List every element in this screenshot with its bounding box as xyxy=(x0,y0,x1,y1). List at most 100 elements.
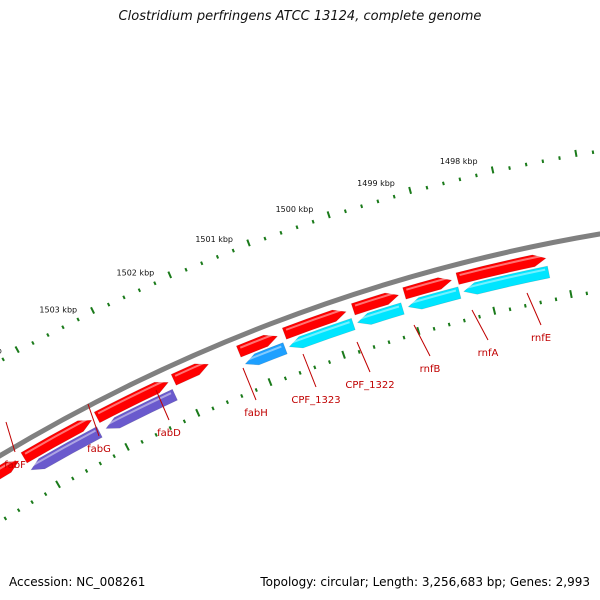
map-title: Clostridium perfringens ATCC 13124, comp… xyxy=(118,9,482,24)
inner-minor-tick xyxy=(3,516,8,521)
ruler-minor-tick xyxy=(392,194,396,199)
gene-label-text: fabD xyxy=(157,428,181,439)
inner-minor-tick xyxy=(112,454,116,459)
reverse-gene-arrow-6-highlight xyxy=(359,305,400,320)
ruler-minor-tick xyxy=(184,267,188,272)
inner-minor-tick xyxy=(462,318,466,323)
ruler-minor-tick xyxy=(524,162,528,167)
ruler-minor-tick xyxy=(46,333,50,338)
ruler-minor-tick xyxy=(458,177,462,182)
inner-minor-tick xyxy=(84,468,89,473)
forward-gene-arrow-8 xyxy=(402,277,453,300)
forward-gene-arrow-4 xyxy=(170,361,210,386)
ruler-label: 1503 kbp xyxy=(39,305,77,314)
reverse-strand-genes xyxy=(30,265,551,471)
ruler-minor-tick xyxy=(215,254,220,259)
inner-minor-tick xyxy=(298,370,302,375)
ruler-major-tick xyxy=(408,186,412,195)
inner-minor-tick xyxy=(357,349,361,354)
ruler-label: 1504 kbp xyxy=(0,346,2,355)
forward-gene-arrow-2-highlight xyxy=(24,418,89,455)
ruler-minor-tick xyxy=(31,340,35,346)
forward-gene-arrow-4-body xyxy=(170,363,210,386)
inner-minor-tick xyxy=(168,426,172,431)
forward-gene-arrow-7 xyxy=(350,292,400,316)
ruler-major-tick xyxy=(167,271,173,279)
ruler-minor-tick xyxy=(295,225,299,230)
gene-label-leader xyxy=(87,403,100,437)
reverse-gene-arrow-2-body xyxy=(30,426,103,471)
reverse-gene-arrow-7-highlight xyxy=(409,289,457,305)
topology-text: Topology: circular; Length: 3,256,683 bp… xyxy=(260,575,590,589)
inner-minor-tick xyxy=(182,419,187,424)
gene-label-leader xyxy=(242,367,257,401)
ruler-minor-tick xyxy=(61,325,65,330)
ruler-label: 1500 kbp xyxy=(276,205,314,214)
reverse-gene-arrow-8-highlight xyxy=(465,268,546,289)
ruler-major-tick xyxy=(246,239,251,247)
forward-gene-arrow-3 xyxy=(93,379,169,424)
gene-label-leader xyxy=(155,389,170,421)
inner-minor-tick xyxy=(432,326,436,331)
forward-strand-genes xyxy=(0,254,547,480)
ruler-minor-tick xyxy=(475,173,478,178)
reverse-gene-arrow-6 xyxy=(356,302,405,325)
inner-ruler-ticks xyxy=(3,289,589,521)
ruler-label: 1501 kbp xyxy=(195,235,233,244)
inner-major-tick xyxy=(195,408,201,417)
reverse-gene-arrow-8 xyxy=(463,265,551,295)
reverse-gene-arrow-7 xyxy=(407,286,462,310)
gene-label-CPF_1322: CPF_1322 xyxy=(345,341,395,391)
ruler-ticks xyxy=(1,149,595,362)
forward-gene-arrow-6-highlight xyxy=(285,308,343,331)
ruler-minor-tick xyxy=(137,288,142,293)
inner-major-tick xyxy=(341,350,346,359)
forward-gene-arrow-5-body xyxy=(235,334,279,358)
gene-label-text: fabG xyxy=(87,444,111,455)
gene-label-text: rnfA xyxy=(478,348,499,359)
reverse-gene-arrow-8-body xyxy=(463,265,551,295)
ruler-minor-tick xyxy=(263,236,267,241)
inner-minor-tick xyxy=(508,307,512,312)
gene-label-leader xyxy=(526,292,542,326)
ruler-major-tick xyxy=(90,306,96,314)
reverse-gene-arrow-4-highlight xyxy=(246,345,282,362)
gene-label-text: rnfB xyxy=(420,364,441,375)
gene-label-fabG: fabG xyxy=(87,403,111,455)
forward-gene-arrow-5-highlight xyxy=(239,333,274,349)
inner-major-tick xyxy=(124,442,130,451)
inner-minor-tick xyxy=(523,303,527,308)
inner-minor-tick xyxy=(585,291,589,296)
forward-gene-arrow-6-body xyxy=(281,309,347,340)
reverse-gene-arrow-6-body xyxy=(356,302,405,325)
inner-major-tick xyxy=(416,326,421,336)
ruler-minor-tick xyxy=(442,181,445,186)
forward-gene-arrow-6 xyxy=(281,308,347,340)
inner-minor-tick xyxy=(154,432,158,437)
ruler-major-tick xyxy=(574,149,578,157)
inner-major-tick xyxy=(267,377,273,387)
ruler-minor-tick xyxy=(508,166,511,170)
ruler-major-tick xyxy=(490,166,495,174)
inner-minor-tick xyxy=(313,365,317,370)
inner-minor-tick xyxy=(402,335,406,340)
inner-minor-tick xyxy=(16,508,21,513)
inner-minor-tick xyxy=(98,461,103,466)
inner-minor-tick xyxy=(71,476,75,481)
ruler-labels: 1504 kbp 1503 kbp 1502 kbp 1501 kbp 1500 kbp… xyxy=(0,157,478,355)
forward-gene-arrow-3-body xyxy=(93,381,169,424)
ruler-minor-tick xyxy=(376,199,380,204)
inner-minor-tick xyxy=(447,322,451,327)
reverse-gene-arrow-5 xyxy=(288,317,356,349)
inner-minor-tick xyxy=(140,439,144,444)
gene-label-leader xyxy=(5,421,16,453)
forward-gene-arrow-8-body xyxy=(402,277,453,300)
ruler-minor-tick xyxy=(541,159,545,164)
gene-label-rnfB: rnfB xyxy=(413,324,441,375)
ruler-minor-tick xyxy=(200,261,204,266)
backbone-arc xyxy=(0,231,600,459)
gene-label-text: CPF_1322 xyxy=(345,380,394,391)
gene-label-text: fabF xyxy=(4,460,26,471)
ruler-minor-tick xyxy=(425,185,429,190)
